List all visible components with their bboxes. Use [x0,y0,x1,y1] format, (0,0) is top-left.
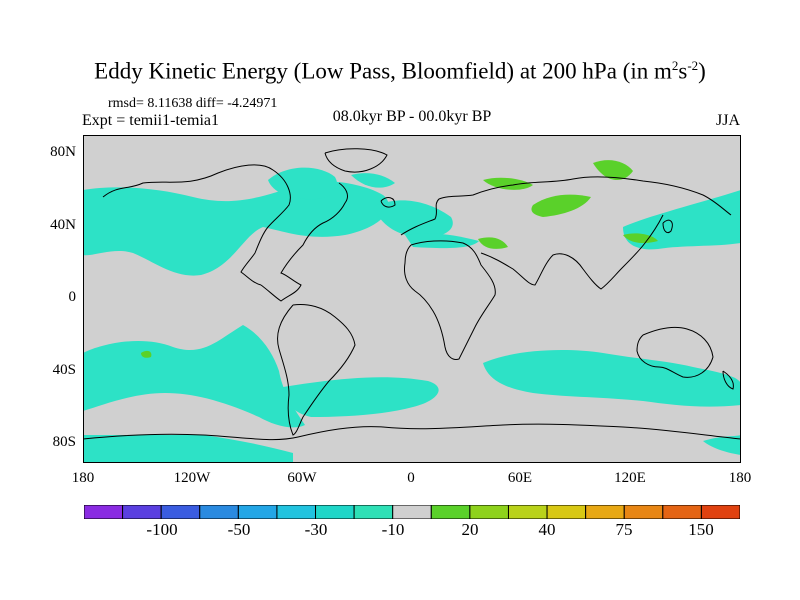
cyan-region-labrador [351,173,395,188]
y-tick-label: 0 [68,289,77,305]
y-tick-label: 80S [52,434,76,450]
period-label: 08.0kyr BP - 00.0kyr BP [332,108,492,125]
y-tick-label: 80N [50,144,76,160]
north-america-west-coast [102,164,291,286]
colorbar-box [160,505,201,519]
map-frame [83,135,741,463]
colorbar-label: -100 [146,520,178,539]
stats-label: rmsd= 8.11638 diff= -4.24971 [108,96,278,111]
coastlines [83,148,741,441]
new-zealand [722,370,734,390]
eurasia-north-coast [400,176,732,236]
x-tick-label: 180 [728,470,752,486]
eke-difference-map [83,135,741,463]
colorbar-box [507,505,548,519]
colorbar-box [585,505,625,519]
plot-title: Eddy Kinetic Energy (Low Pass, Bloomfiel… [94,58,706,84]
japan [662,219,673,234]
colorbar-box [199,505,239,519]
colorbar-label: -30 [304,520,328,539]
antarctica [83,423,741,441]
cyan-region-southern-indian-ocean [483,350,741,407]
cyan-region-north-pacific-atlantic [83,181,389,276]
colorbar-label: 40 [538,520,556,539]
colorbar-label: -10 [381,520,405,539]
x-tick-label: 120E [614,470,646,486]
south-asia-coast [480,214,664,290]
x-tick-label: 180 [71,470,95,486]
colorbar-box [84,505,124,519]
x-tick-label: 0 [407,470,415,486]
green-region-south-pacific-patch [141,350,152,358]
greenland [324,148,388,173]
x-tick-label: 120W [173,470,211,486]
colorbar-box [623,505,664,519]
colorbar-box [353,505,394,519]
green-region-siberia [593,160,633,181]
cyan-region-west-europe [373,200,453,238]
y-tick-label: 40S [52,362,76,378]
colorbar-box [392,505,432,519]
british-isles [380,197,396,208]
colorbar-box [430,505,471,519]
cyan-region-antarctic [83,435,293,463]
green-region-east-asia [623,233,658,243]
north-america-east-coast [260,182,348,302]
cyan-region-north-west-pacific [623,190,741,250]
green-region-arabia [478,237,508,249]
colorbar-label: 150 [688,520,714,539]
x-tick-label: 60E [507,470,533,486]
colorbar-box [276,505,317,519]
colorbar-box [469,505,509,519]
colorbar-box [237,505,278,519]
season-label: JJA [716,112,741,129]
colorbar-box [546,505,587,519]
colorbar-box [315,505,355,519]
cyan-region-south-atlantic [283,377,439,417]
cyan-region-north-atlantic [268,167,338,200]
colorbar-label: 75 [615,520,633,539]
x-tick-label: 60W [287,470,317,486]
cyan-region-ross-sea [703,435,741,455]
colorbar [84,505,740,519]
y-tick-label: 40N [50,217,76,233]
colorbar-label: 20 [461,520,479,539]
experiment-label: Expt = temii1-temia1 [82,112,219,129]
colorbar-label: -50 [227,520,251,539]
green-region-east-europe [483,177,533,190]
anomaly-contours [83,160,741,463]
cyan-region-south-pacific [83,325,305,428]
green-region-central-asia [531,194,591,217]
australia [636,326,714,378]
colorbar-box [700,505,740,519]
map-background [83,135,741,463]
africa [404,240,496,360]
colorbar-box [662,505,702,519]
colorbar-box [122,505,162,519]
south-america [277,304,356,436]
